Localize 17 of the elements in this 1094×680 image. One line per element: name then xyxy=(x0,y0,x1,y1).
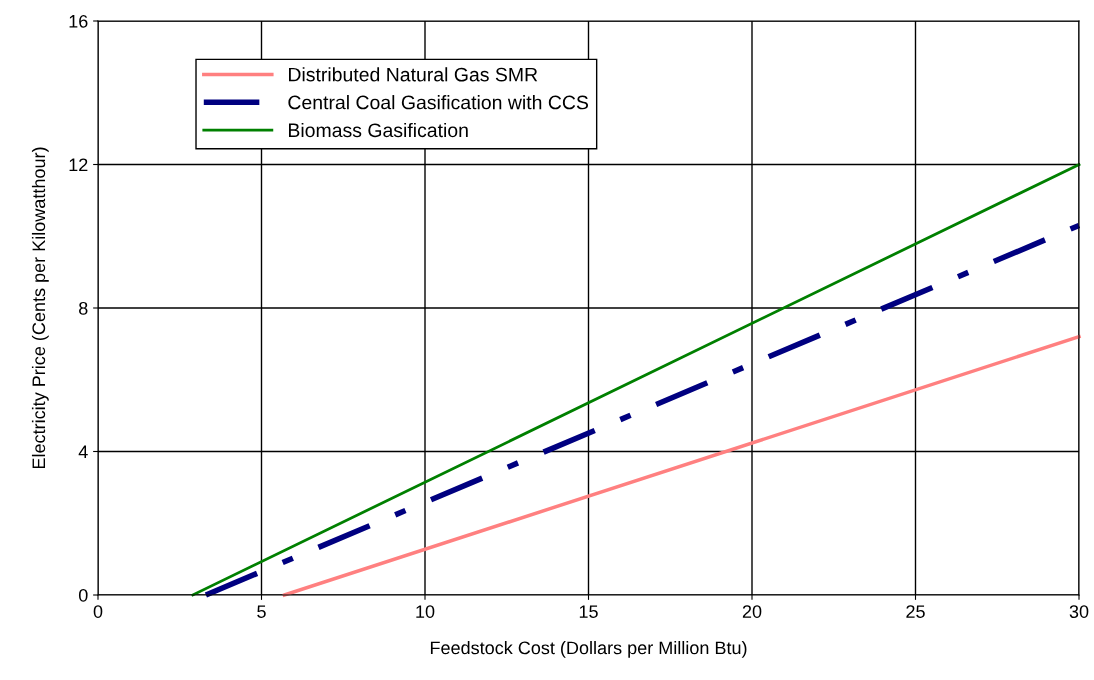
legend-label: Biomass Gasification xyxy=(289,122,468,138)
y-tick-label: 0 xyxy=(78,588,88,602)
x-axis-title: Feedstock Cost (Dollars per Million Btu) xyxy=(430,641,747,658)
x-tick-label: 20 xyxy=(742,605,762,618)
x-tick-label: 30 xyxy=(1069,605,1089,618)
y-tick-label: 16 xyxy=(69,14,88,28)
x-tick-label: 5 xyxy=(257,605,266,618)
x-tick-label: 0 xyxy=(93,605,103,618)
y-tick-label: 8 xyxy=(79,301,88,315)
x-tick-label: 25 xyxy=(906,605,925,618)
legend-label: Central Coal Gasification with CCS xyxy=(288,95,589,110)
legend-label: Distributed Natural Gas SMR xyxy=(289,67,538,82)
y-tick-label: 12 xyxy=(69,158,88,172)
y-tick-label: 4 xyxy=(78,445,88,459)
x-tick-label: 10 xyxy=(416,605,435,618)
x-tick-label: 15 xyxy=(579,605,598,618)
y-axis-title: Electricity Price (Cents per Kilowatthour) xyxy=(31,147,49,469)
